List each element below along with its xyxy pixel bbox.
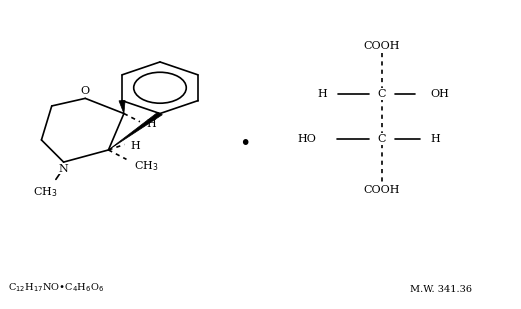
Text: COOH: COOH bbox=[363, 185, 400, 195]
Text: CH$_3$: CH$_3$ bbox=[33, 185, 58, 199]
Text: •: • bbox=[239, 134, 251, 153]
Text: N: N bbox=[59, 163, 68, 174]
Text: C: C bbox=[377, 89, 386, 99]
Polygon shape bbox=[108, 112, 163, 150]
Text: H: H bbox=[131, 141, 140, 151]
Text: COOH: COOH bbox=[363, 41, 400, 51]
Text: H: H bbox=[318, 89, 328, 99]
Text: HO: HO bbox=[297, 134, 316, 144]
Polygon shape bbox=[119, 100, 125, 113]
Text: OH: OH bbox=[430, 89, 450, 99]
Text: H: H bbox=[430, 134, 440, 144]
Text: H: H bbox=[146, 119, 156, 129]
Text: O: O bbox=[81, 86, 90, 96]
Text: C$_{12}$H$_{17}$NO$\bullet$C$_{4}$H$_{6}$O$_{6}$: C$_{12}$H$_{17}$NO$\bullet$C$_{4}$H$_{6}… bbox=[8, 281, 104, 294]
Text: CH$_3$: CH$_3$ bbox=[134, 159, 159, 173]
Text: M.W. 341.36: M.W. 341.36 bbox=[410, 285, 472, 294]
Text: C: C bbox=[377, 134, 386, 144]
